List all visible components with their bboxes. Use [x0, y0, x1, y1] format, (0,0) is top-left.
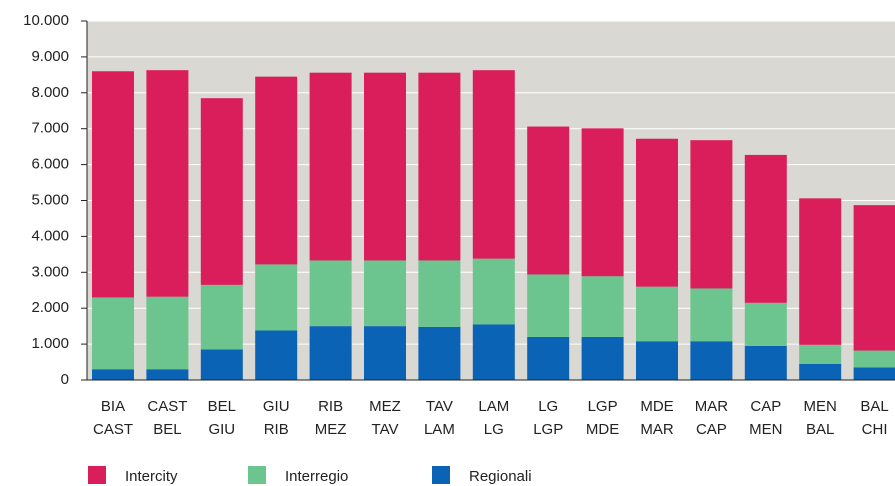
x-tick-label: GIU	[208, 421, 235, 438]
x-tick-label: RIB	[264, 421, 289, 438]
bar-segment	[744, 154, 787, 303]
bar-segment	[200, 349, 243, 380]
bar-segment	[309, 326, 352, 380]
x-tick-label: LGP	[533, 421, 563, 438]
bar-segment	[853, 205, 895, 351]
bar-segment	[92, 369, 134, 380]
x-tick-label: CAP	[750, 398, 781, 415]
legend-label: Regionali	[469, 468, 532, 485]
bar-segment	[146, 70, 189, 297]
bar-segment	[799, 198, 842, 345]
x-tick-label: LG	[484, 421, 504, 438]
bar-segment	[418, 326, 461, 380]
bar-segment	[581, 276, 624, 337]
y-tick-label: 8.000	[31, 84, 69, 101]
x-tick-label: TAV	[426, 398, 453, 415]
y-tick-label: 5.000	[31, 191, 69, 208]
bar-segment	[799, 344, 842, 364]
bar-segment	[690, 341, 733, 380]
bar-segment	[472, 70, 515, 259]
x-tick-label: TAV	[372, 421, 399, 438]
bar-segment	[309, 72, 352, 261]
bar-segment	[200, 284, 243, 350]
x-tick-label: RIB	[318, 398, 343, 415]
y-tick-label: 4.000	[31, 227, 69, 244]
bar-segment	[799, 363, 842, 380]
bar-segment	[527, 274, 570, 337]
bar-segment	[581, 336, 624, 380]
bar-segment	[364, 326, 406, 380]
x-tick-label: BEL	[208, 398, 236, 415]
x-tick-label: MDE	[586, 421, 619, 438]
bar-segment	[636, 286, 678, 342]
bar-segment	[146, 296, 189, 370]
bar-segment	[527, 336, 570, 380]
legend-label: Interregio	[285, 468, 348, 485]
x-tick-label: MEZ	[315, 421, 347, 438]
legend-swatch	[88, 466, 106, 484]
bar-segment	[418, 72, 461, 261]
bar-segment	[744, 302, 787, 346]
x-tick-label: BIA	[101, 398, 125, 415]
x-tick-label: MEN	[804, 398, 837, 415]
bar-segment	[581, 128, 624, 277]
legend-swatch	[248, 466, 266, 484]
y-tick-label: 9.000	[31, 48, 69, 65]
bar-segment	[744, 345, 787, 380]
bar-segment	[690, 288, 733, 342]
legend-swatch	[432, 466, 450, 484]
x-tick-label: LG	[538, 398, 558, 415]
bar-segment	[255, 76, 298, 265]
x-tick-label: CHI	[862, 421, 888, 438]
x-tick-label: MEN	[749, 421, 782, 438]
y-tick-label: 10.000	[23, 12, 69, 29]
legend-label: Intercity	[125, 468, 178, 485]
bar-segment	[364, 260, 406, 327]
bar-segment	[636, 341, 678, 380]
bar-segment	[255, 330, 298, 380]
bar-segment	[418, 260, 461, 327]
y-tick-label: 2.000	[31, 299, 69, 316]
x-tick-label: LGP	[588, 398, 618, 415]
x-tick-label: MAR	[640, 421, 674, 438]
bar-segment	[527, 126, 570, 275]
x-tick-label: BAL	[806, 421, 834, 438]
bar-segment	[636, 138, 678, 287]
x-tick-label: GIU	[263, 398, 290, 415]
bar-segment	[255, 264, 298, 331]
bar-segment	[92, 71, 134, 298]
bar-segment	[690, 140, 733, 289]
bar-segment	[853, 350, 895, 368]
x-tick-label: LAM	[424, 421, 455, 438]
bar-segment	[472, 258, 515, 325]
bar-segment	[200, 98, 243, 285]
x-tick-label: BEL	[153, 421, 181, 438]
bar-segment	[853, 367, 895, 380]
x-tick-label: MDE	[640, 398, 673, 415]
x-tick-label: CAST	[93, 421, 133, 438]
x-tick-label: BAL	[860, 398, 888, 415]
x-tick-label: CAP	[696, 421, 727, 438]
bar-segment	[364, 72, 406, 261]
x-tick-label: CAST	[147, 398, 187, 415]
y-tick-label: 0	[61, 371, 69, 388]
bar-segment	[146, 369, 189, 380]
bar-segment	[309, 260, 352, 327]
x-tick-label: MEZ	[369, 398, 401, 415]
x-tick-label: LAM	[478, 398, 509, 415]
y-tick-label: 1.000	[31, 335, 69, 352]
x-tick-label: MAR	[695, 398, 729, 415]
y-tick-label: 7.000	[31, 120, 69, 137]
y-tick-label: 3.000	[31, 263, 69, 280]
bar-segment	[472, 324, 515, 380]
bar-segment	[92, 297, 134, 370]
y-tick-label: 6.000	[31, 156, 69, 173]
